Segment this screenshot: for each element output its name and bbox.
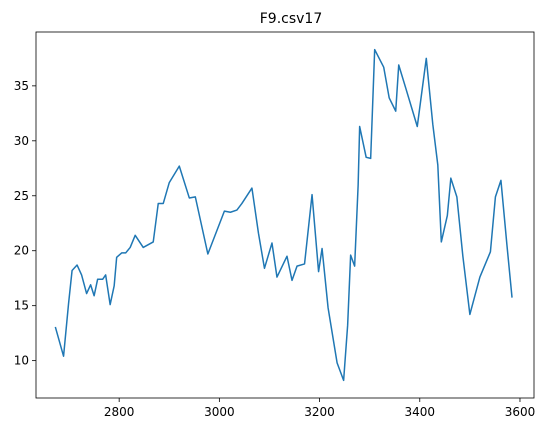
- chart-title: F9.csv17: [260, 11, 323, 27]
- plot-frame: [35, 31, 535, 399]
- y-tick-label: 25: [14, 189, 29, 203]
- y-tick-label: 20: [14, 244, 29, 258]
- y-axis: 10 15 20 25 30 35: [14, 79, 36, 368]
- plot-area: [36, 32, 534, 398]
- y-tick-label: 15: [14, 299, 29, 313]
- x-tick-label: 3600: [505, 405, 536, 419]
- x-axis: 2800 3000 3200 3400 3600: [104, 398, 535, 419]
- x-tick-label: 3400: [404, 405, 435, 419]
- y-tick-label: 35: [14, 79, 29, 93]
- series-layer: [54, 48, 513, 382]
- x-tick-label: 3200: [304, 405, 335, 419]
- x-tick-label: 2800: [104, 405, 135, 419]
- x-tick-label: 3000: [204, 405, 235, 419]
- series-line: [54, 48, 513, 382]
- y-tick-label: 30: [14, 134, 29, 148]
- y-tick-label: 10: [14, 354, 29, 368]
